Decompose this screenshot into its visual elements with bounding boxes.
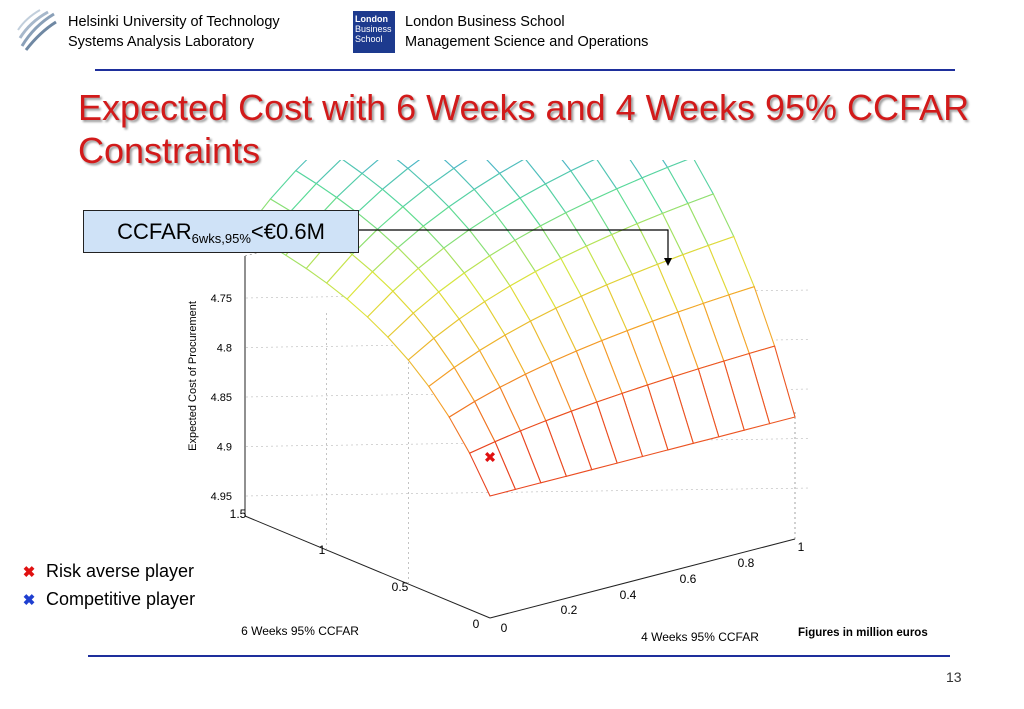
z-tick-label: 4.75: [211, 293, 232, 305]
grid-line: [245, 487, 811, 497]
z-tick-label: 4.8: [217, 343, 232, 355]
page-number: 13: [946, 669, 962, 685]
z-tick-label: 4.95: [211, 491, 232, 503]
callout-arrowhead-icon: [664, 258, 672, 266]
x-tick-label: 0: [473, 617, 480, 631]
callout-leader-line: [359, 229, 669, 262]
header-left-line1: Helsinki University of Technology: [68, 14, 280, 30]
x-axis-title: 6 Weeks 95% CCFAR: [241, 624, 359, 638]
grid-line: [245, 438, 811, 447]
competitive-marker-icon: ✖: [22, 592, 36, 609]
player-marker: ✖: [484, 449, 497, 467]
x-axis-line: [244, 515, 491, 619]
london-business-school-logo: London Business School: [353, 11, 395, 53]
x-tick-label: 1: [319, 543, 326, 557]
legend-competitive: ✖ Competitive player: [20, 588, 195, 612]
y-tick-label: 0.4: [620, 588, 637, 602]
header-right-line2: Management Science and Operations: [405, 34, 649, 50]
y-axis-line: [489, 538, 796, 619]
z-tick-label: 4.9: [217, 442, 232, 454]
y-tick-label: 0.2: [561, 603, 578, 617]
y-tick-label: 0.6: [680, 572, 697, 586]
chart-markers: ✖✖B: [359, 229, 672, 467]
header-divider: [95, 69, 955, 71]
footer-divider: [88, 655, 950, 657]
x-tick-label: 0.5: [392, 580, 409, 594]
header-left-line2: Systems Analysis Laboratory: [68, 34, 255, 50]
y-tick-label: 1: [798, 540, 805, 554]
surface-cell: [443, 160, 468, 170]
y-tick-label: 0.8: [738, 556, 755, 570]
surface-chart: 4.75 4.8 4.85 4.9 4.95 Expected Cost of Procu…: [187, 160, 811, 644]
risk-averse-marker-icon: ✖: [22, 564, 36, 581]
y-axis-title: 4 Weeks 95% CCFAR: [641, 630, 759, 644]
cost-surface: [244, 160, 796, 497]
ccfar-constraint-callout: CCFAR6wks,95%<€0.6M: [83, 210, 359, 253]
legend-risk-averse: ✖ Risk averse player: [20, 560, 194, 584]
z-axis-title: Expected Cost of Procurement: [187, 301, 199, 451]
units-note: Figures in million euros: [798, 627, 928, 639]
chart-ticks: 4.75 4.8 4.85 4.9 4.95 Expected Cost of Procu…: [187, 293, 805, 644]
surface-cell: [468, 440, 517, 497]
helsinki-university-logo: [17, 9, 57, 51]
surface-cell: [396, 160, 421, 170]
slide-title: Expected Cost with 6 Weeks and 4 Weeks 9…: [78, 87, 970, 171]
y-tick-label: 0: [501, 621, 508, 635]
z-tick-label: 4.85: [211, 392, 232, 404]
x-tick-label: 1.5: [230, 507, 247, 521]
header-right-line1: London Business School: [405, 14, 565, 30]
